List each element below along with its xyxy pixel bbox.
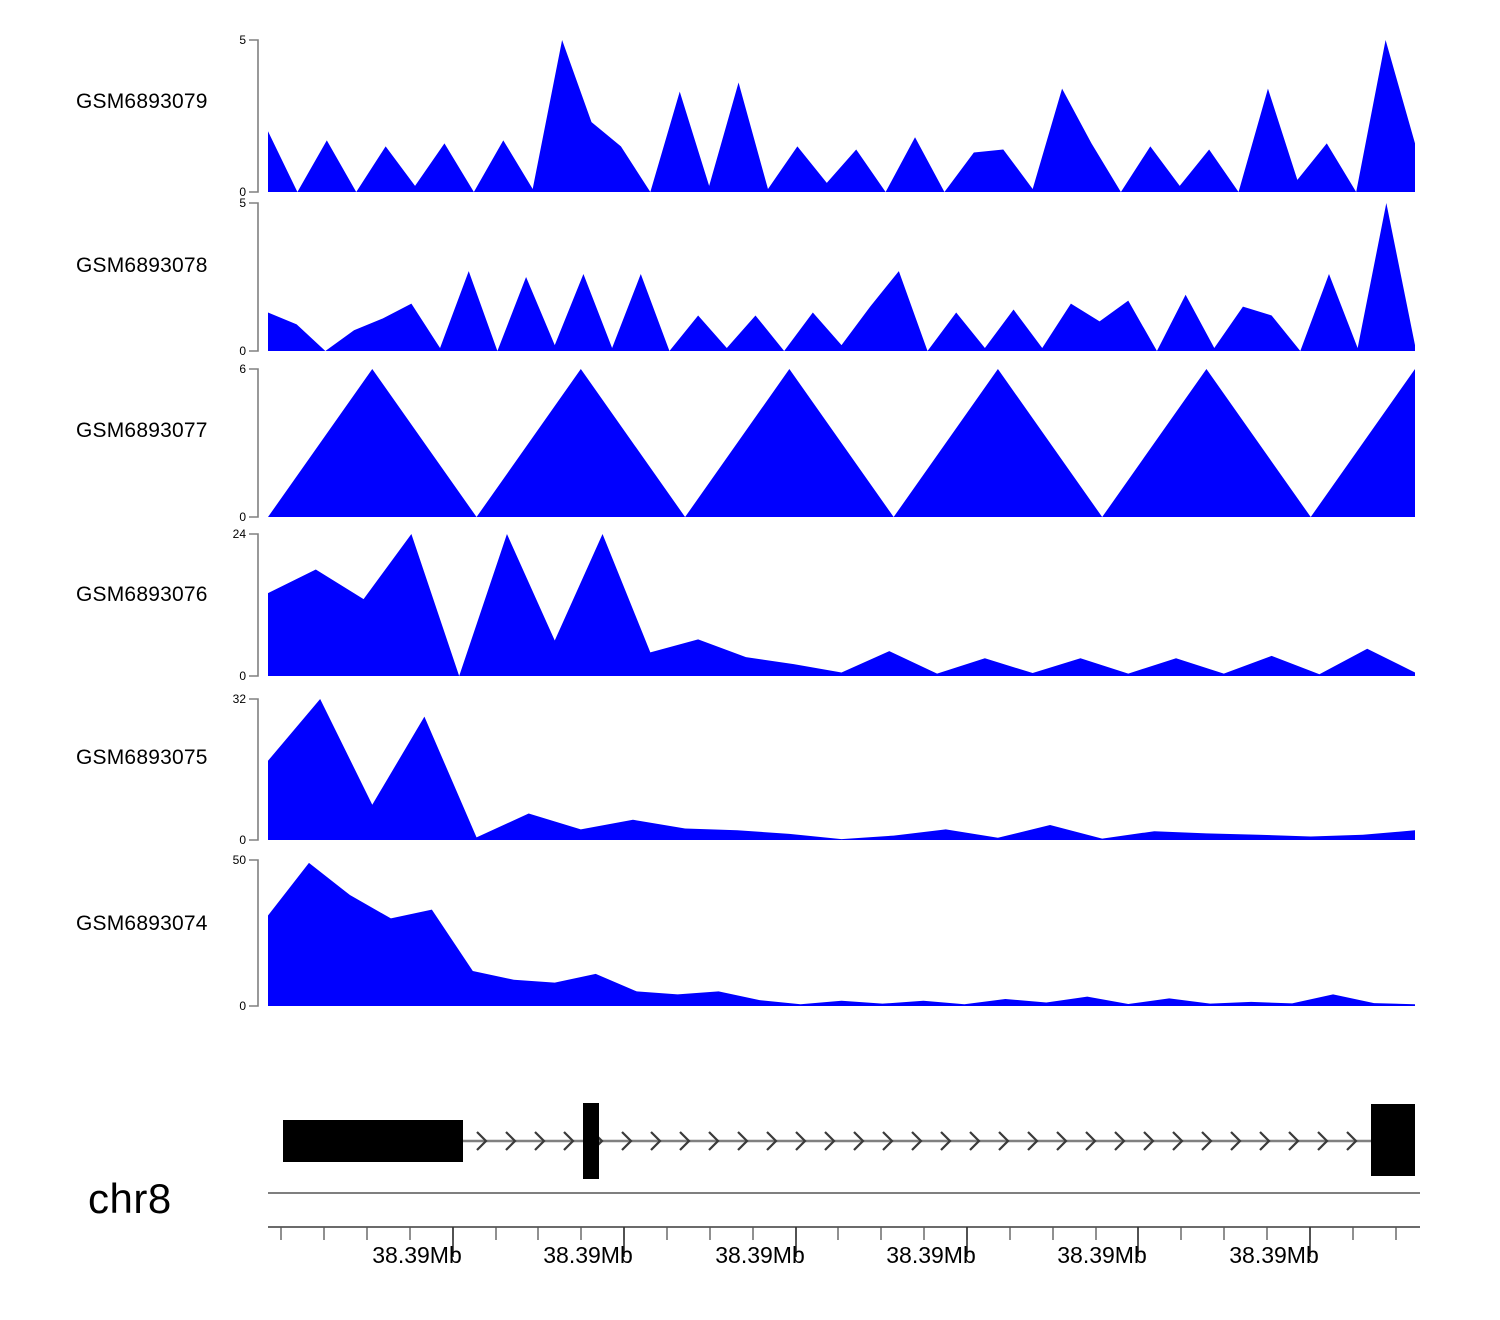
gene-exon-right xyxy=(1371,1104,1415,1176)
strand-arrow-icon xyxy=(505,1131,517,1151)
track-label-GSM6893078: GSM6893078 xyxy=(76,254,208,277)
strand-arrow-icon xyxy=(1346,1131,1358,1151)
strand-arrow-icon xyxy=(1230,1131,1242,1151)
y-tick-zero: 0 xyxy=(239,510,246,524)
strand-arrow-icon xyxy=(911,1131,923,1151)
strand-arrow-icon xyxy=(853,1131,865,1151)
strand-arrow-icon xyxy=(1085,1131,1097,1151)
coverage-track-GSM6893078: GSM6893078 5 0 xyxy=(0,0,1500,358)
strand-arrow-icon xyxy=(534,1131,546,1151)
y-tick-max: 6 xyxy=(239,362,246,376)
y-tick-max: 50 xyxy=(233,853,247,867)
axis-tick-label: 38.39Mb xyxy=(372,1242,462,1268)
strand-arrow-icon xyxy=(1056,1131,1068,1151)
coverage-area-GSM6893074 xyxy=(268,862,1415,1006)
y-axis-spine xyxy=(249,368,259,518)
strand-arrow-icon xyxy=(1259,1131,1271,1151)
axis-tick-label: 38.39Mb xyxy=(715,1242,805,1268)
strand-arrow-icon xyxy=(621,1131,633,1151)
gene-exon-left xyxy=(283,1120,463,1162)
y-axis-spine xyxy=(249,202,259,352)
y-tick-zero: 0 xyxy=(239,669,246,683)
strand-arrow-icon xyxy=(795,1131,807,1151)
y-tick-max: 32 xyxy=(233,692,247,706)
y-axis-spine xyxy=(249,533,259,677)
track-label-GSM6893079: GSM6893079 xyxy=(76,90,208,113)
strand-arrow-icon xyxy=(969,1131,981,1151)
strand-arrow-icon xyxy=(679,1131,691,1151)
strand-arrow-icon xyxy=(1114,1131,1126,1151)
strand-arrow-icon xyxy=(563,1131,575,1151)
y-axis-spine xyxy=(249,698,259,841)
y-tick-zero: 0 xyxy=(239,999,246,1013)
y-tick-zero: 0 xyxy=(239,833,246,847)
coverage-track-GSM6893077: GSM6893077 6 0 xyxy=(0,0,1500,524)
y-axis-spine xyxy=(249,859,259,1007)
strand-arrow-icon xyxy=(1143,1131,1155,1151)
coverage-track-GSM6893079: GSM6893079 5 0 xyxy=(0,0,1500,199)
chromosome-label: chr8 xyxy=(88,1175,172,1222)
track-label-GSM6893076: GSM6893076 xyxy=(76,583,208,606)
axis-tick-label: 38.39Mb xyxy=(1229,1242,1319,1268)
strand-arrow-icon xyxy=(1172,1131,1184,1151)
coverage-track-GSM6893075: GSM6893075 32 0 xyxy=(0,0,1500,847)
strand-arrow-icon xyxy=(650,1131,662,1151)
gene-exon-mid xyxy=(583,1103,599,1179)
genomic-axis-svg: 38.39Mb 38.39Mb 38.39Mb 38.39Mb 38.39Mb 38.39… xyxy=(268,1226,1420,1268)
strand-arrow-icon xyxy=(1288,1131,1300,1151)
y-tick-max: 5 xyxy=(239,33,246,47)
coverage-track-GSM6893074: GSM6893074 50 0 xyxy=(0,0,1500,1013)
strand-arrow-icon xyxy=(476,1131,488,1151)
track-label-GSM6893075: GSM6893075 xyxy=(76,746,208,769)
strand-arrow-icon xyxy=(766,1131,778,1151)
coverage-track-GSM6893076: GSM6893076 24 0 xyxy=(0,0,1500,683)
strand-arrow-icon xyxy=(1201,1131,1213,1151)
axis-tick-label: 38.39Mb xyxy=(1057,1242,1147,1268)
strand-arrow-icon xyxy=(940,1131,952,1151)
y-tick-zero: 0 xyxy=(239,185,246,199)
track-label-GSM6893074: GSM6893074 xyxy=(76,912,208,935)
strand-arrow-icon xyxy=(1027,1131,1039,1151)
gene-model-track xyxy=(0,1085,1500,1195)
coverage-area-GSM6893079 xyxy=(268,40,1415,192)
strand-arrow-icon xyxy=(824,1131,836,1151)
coverage-area-GSM6893075 xyxy=(268,699,1415,840)
y-tick-zero: 0 xyxy=(239,344,246,358)
genomic-axis: 38.39Mb 38.39Mb 38.39Mb 38.39Mb 38.39Mb 38.39… xyxy=(0,1185,1500,1295)
coverage-area-GSM6893076 xyxy=(268,534,1415,676)
strand-arrow-icon xyxy=(708,1131,720,1151)
coverage-area-GSM6893077 xyxy=(268,369,1415,517)
strand-arrow-icon xyxy=(882,1131,894,1151)
strand-arrow-icon xyxy=(737,1131,749,1151)
axis-tick-label: 38.39Mb xyxy=(543,1242,633,1268)
strand-arrow-icon xyxy=(1317,1131,1329,1151)
y-tick-max: 24 xyxy=(233,527,247,541)
axis-tick-label: 38.39Mb xyxy=(886,1242,976,1268)
coverage-area-GSM6893078 xyxy=(268,203,1415,351)
y-tick-max: 5 xyxy=(239,196,246,210)
gene-model-svg xyxy=(268,1103,1420,1194)
y-axis-spine xyxy=(249,39,259,193)
track-label-GSM6893077: GSM6893077 xyxy=(76,419,208,442)
strand-arrow-icon xyxy=(998,1131,1010,1151)
